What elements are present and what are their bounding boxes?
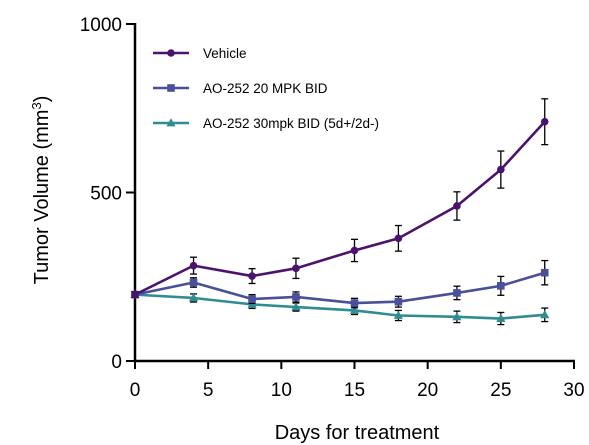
data-point (189, 261, 198, 270)
y-axis-title-superscript: 3 (29, 102, 44, 109)
data-point (188, 293, 199, 302)
data-point (349, 305, 360, 314)
data-point (393, 310, 403, 319)
series-triangle (130, 289, 550, 326)
legend-label: AO-252 30mpk BID (5d+/2d-) (203, 116, 379, 131)
x-tick-label: 0 (130, 380, 141, 401)
data-point (452, 312, 462, 321)
data-point (350, 246, 359, 255)
data-point (540, 268, 549, 277)
x-tick-label: 20 (417, 380, 438, 401)
y-tick-label: 0 (111, 352, 122, 373)
data-point (291, 302, 301, 311)
series-line (134, 293, 545, 320)
legend-entry: AO-252 30mpk BID (5d+/2d-) (153, 116, 379, 131)
data-point (189, 278, 198, 287)
data-point (453, 202, 461, 210)
data-point (496, 313, 506, 322)
y-axis-title-main: Tumor Volume (mm (31, 110, 53, 285)
legend-entry: AO-252 20 MPK BID (153, 81, 328, 96)
y-axis-title-suffix: ) (31, 96, 53, 103)
legend-entry: Vehicle (153, 46, 247, 61)
series-layer (130, 98, 550, 326)
series-square (131, 259, 549, 309)
legend-marker (167, 49, 175, 57)
data-point (394, 234, 403, 243)
axes: 0 5 10 15 20 25 30 0 500 1000 (80, 15, 585, 401)
series-line (134, 120, 546, 296)
legend-marker (167, 84, 175, 92)
data-point (453, 289, 461, 297)
legend: Vehicle AO-252 20 MPK BID AO-252 30mpk BID… (153, 46, 379, 131)
data-point (292, 293, 300, 301)
data-point (131, 290, 139, 299)
y-tick-label: 500 (90, 184, 122, 205)
y-tick-label: 1000 (80, 15, 122, 36)
data-point (394, 297, 403, 306)
y-axis-title: Tumor Volume (mm3) (29, 96, 54, 285)
legend-label: Vehicle (203, 46, 247, 61)
data-point (248, 272, 256, 280)
data-point (248, 295, 256, 303)
data-point (292, 264, 300, 273)
data-point (540, 117, 549, 126)
data-point (540, 310, 550, 319)
x-tick-label: 30 (563, 380, 584, 401)
legend-label: AO-252 20 MPK BID (203, 81, 328, 96)
x-axis-title: Days for treatment (275, 422, 440, 444)
x-tick-label: 15 (344, 380, 365, 401)
x-tick-label: 25 (490, 380, 511, 401)
data-point (497, 165, 505, 174)
data-point (350, 299, 359, 307)
x-tick-label: 5 (203, 380, 214, 401)
x-tick-label: 10 (271, 380, 292, 401)
legend-marker (166, 118, 176, 127)
data-point (497, 282, 505, 290)
series-circle (131, 98, 549, 299)
